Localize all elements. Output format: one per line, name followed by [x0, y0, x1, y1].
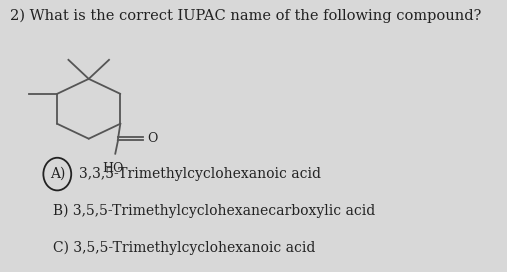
Text: 2) What is the correct IUPAC name of the following compound?: 2) What is the correct IUPAC name of the… — [10, 8, 482, 23]
Text: C) 3,5,5-Trimethylcyclohexanoic acid: C) 3,5,5-Trimethylcyclohexanoic acid — [53, 240, 316, 255]
Text: HO: HO — [102, 162, 123, 175]
Text: B) 3,5,5-Trimethylcyclohexanecarboxylic acid: B) 3,5,5-Trimethylcyclohexanecarboxylic … — [53, 204, 376, 218]
Text: A): A) — [50, 167, 65, 181]
Text: O: O — [147, 132, 158, 145]
Text: 3,3,5-Trimethylcyclohexanoic acid: 3,3,5-Trimethylcyclohexanoic acid — [79, 167, 320, 181]
